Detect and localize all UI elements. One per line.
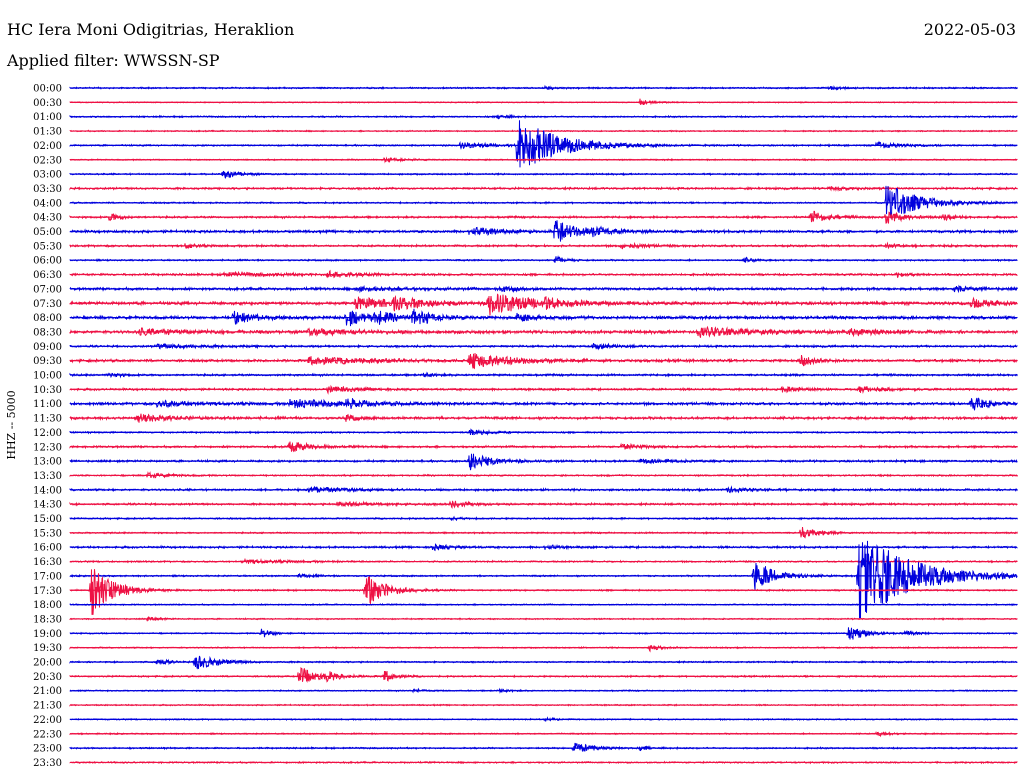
seismic-trace-row — [69, 540, 1018, 619]
row-time-label: 23:00 — [33, 744, 62, 755]
row-time-label: 18:00 — [33, 600, 62, 611]
row-time-label: 21:00 — [33, 686, 62, 697]
date-label: 2022-05-03 — [923, 20, 1016, 39]
row-time-label: 18:30 — [33, 614, 62, 625]
row-time-label: 02:30 — [33, 155, 62, 166]
row-time-label: 00:00 — [33, 84, 62, 95]
row-time-label: 07:30 — [33, 299, 62, 310]
row-time-label: 01:00 — [33, 112, 62, 123]
row-time-label: 20:00 — [33, 658, 62, 669]
row-tick-labels: 00:00 00:30 01:00 01:30 02:00 02:30 03:00 03:30… — [33, 84, 62, 769]
row-time-label: 03:00 — [33, 170, 62, 181]
row-time-label: 07:00 — [33, 284, 62, 295]
row-time-label: 11:30 — [33, 414, 62, 425]
row-time-label: 17:00 — [33, 571, 62, 582]
row-time-label: 10:30 — [33, 385, 62, 396]
seismic-trace-row — [69, 742, 1018, 752]
row-time-label: 06:00 — [33, 256, 62, 267]
row-time-label: 22:30 — [33, 729, 62, 740]
row-time-label: 09:00 — [33, 342, 62, 353]
row-time-label: 12:00 — [33, 428, 62, 439]
row-time-label: 22:00 — [33, 715, 62, 726]
row-time-label: 13:00 — [33, 457, 62, 468]
row-time-label: 16:30 — [33, 557, 62, 568]
seismic-trace-row — [69, 293, 1018, 316]
y-axis-label: HHZ -- 5000 — [5, 390, 18, 459]
row-time-label: 05:30 — [33, 241, 62, 252]
seismic-trace-row — [69, 308, 1018, 327]
row-time-label: 15:00 — [33, 514, 62, 525]
trace-group — [69, 84, 1018, 765]
station-title: HC Iera Moni Odigitrias, Heraklion — [7, 20, 295, 39]
row-time-label: 02:00 — [33, 141, 62, 152]
row-time-label: 06:30 — [33, 270, 62, 281]
row-time-label: 17:30 — [33, 586, 62, 597]
row-time-label: 14:00 — [33, 485, 62, 496]
row-time-label: 10:00 — [33, 371, 62, 382]
row-time-label: 01:30 — [33, 127, 62, 138]
seismic-trace-row — [69, 255, 1018, 264]
row-time-label: 04:00 — [33, 198, 62, 209]
row-time-label: 04:30 — [33, 213, 62, 224]
seismic-trace-row — [69, 453, 1018, 471]
row-time-label: 00:30 — [33, 98, 62, 109]
row-time-label: 12:30 — [33, 442, 62, 453]
seismic-trace-row — [69, 667, 1018, 683]
row-time-label: 09:30 — [33, 356, 62, 367]
row-time-label: 05:00 — [33, 227, 62, 238]
row-time-label: 13:30 — [33, 471, 62, 482]
row-time-label: 15:30 — [33, 528, 62, 539]
row-time-label: 11:00 — [33, 399, 62, 410]
row-time-label: 20:30 — [33, 672, 62, 683]
row-time-label: 08:00 — [33, 313, 62, 324]
row-time-label: 08:30 — [33, 327, 62, 338]
row-time-label: 21:30 — [33, 701, 62, 712]
row-time-label: 19:00 — [33, 629, 62, 640]
row-time-label: 03:30 — [33, 184, 62, 195]
row-time-label: 16:00 — [33, 543, 62, 554]
row-time-label: 19:30 — [33, 643, 62, 654]
row-time-label: 23:30 — [33, 758, 62, 769]
row-time-label: 14:30 — [33, 500, 62, 511]
filter-label: Applied filter: WWSSN-SP — [7, 51, 220, 70]
